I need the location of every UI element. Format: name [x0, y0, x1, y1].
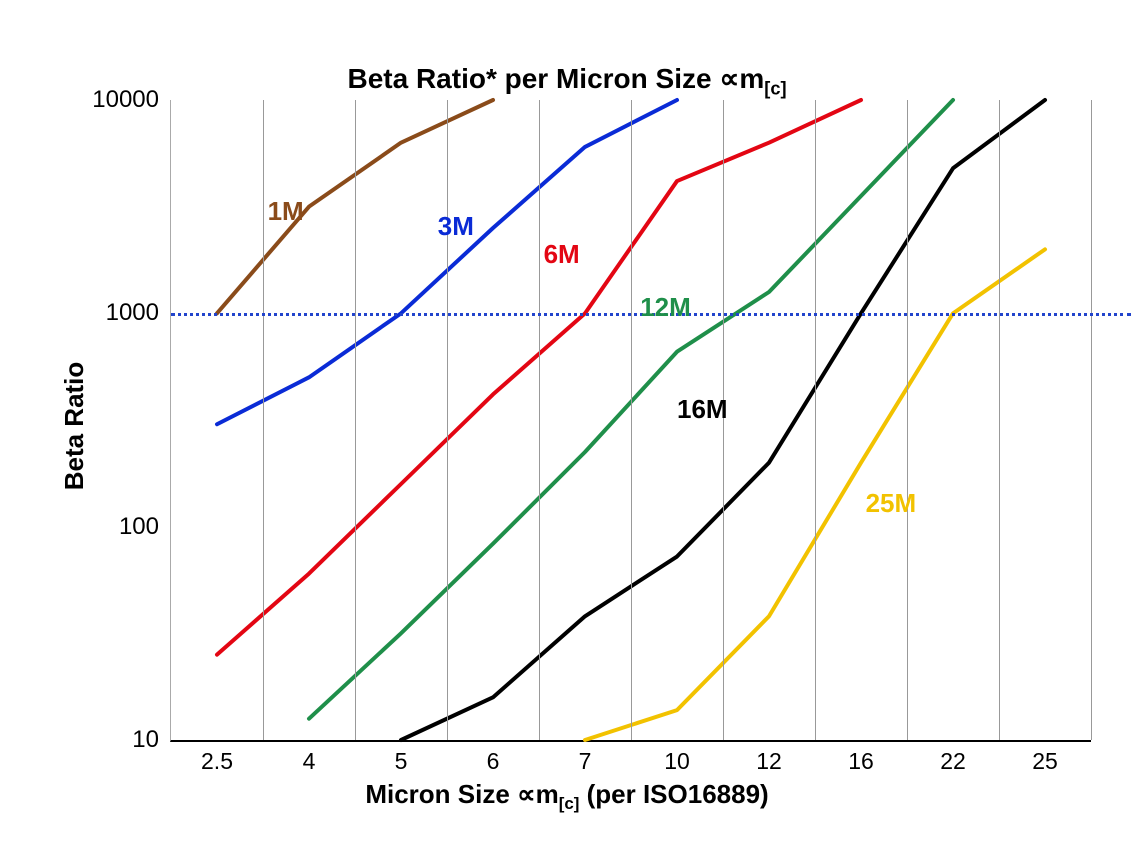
y-tick-label: 10: [132, 726, 171, 754]
x-tick-label: 22: [940, 740, 966, 775]
y-tick-label: 100: [119, 513, 171, 541]
x-tick-label: 7: [579, 740, 592, 775]
grid-vline: [999, 100, 1000, 740]
grid-vline: [539, 100, 540, 740]
x-tick-label: 25: [1032, 740, 1058, 775]
series-label: 3M: [438, 211, 474, 242]
series-label: 25M: [866, 488, 917, 519]
x-tick-label: 12: [756, 740, 782, 775]
xlabel-sub: [c]: [559, 794, 580, 813]
plot-area: 101001000100002.5456710121622251M3M6M12M…: [170, 100, 1091, 742]
grid-vline: [815, 100, 816, 740]
x-tick-label: 10: [664, 740, 690, 775]
grid-vline: [1091, 100, 1092, 740]
title-m: m: [739, 63, 764, 94]
series-label: 1M: [268, 196, 304, 227]
x-tick-label: 16: [848, 740, 874, 775]
grid-vline: [907, 100, 908, 740]
grid-vline: [447, 100, 448, 740]
y-tick-label: 10000: [92, 86, 171, 114]
x-tick-label: 6: [487, 740, 500, 775]
x-tick-label: 5: [395, 740, 408, 775]
x-tick-label: 2.5: [201, 740, 233, 775]
xlabel-m: m: [536, 779, 559, 809]
xlabel-prefix: Micron Size: [365, 779, 517, 809]
title-sub: [c]: [764, 79, 786, 99]
grid-vline: [355, 100, 356, 740]
series-label: 16M: [677, 394, 728, 425]
x-tick-label: 4: [303, 740, 316, 775]
xlabel-sym: ∝: [517, 779, 536, 809]
y-axis-label: Beta Ratio: [59, 362, 90, 491]
xlabel-suffix: (per ISO16889): [579, 779, 768, 809]
x-axis-label: Micron Size ∝m[c] (per ISO16889): [0, 779, 1134, 814]
chart-container: Beta Ratio* per Micron Size ∝m[c] Beta R…: [0, 0, 1134, 852]
grid-vline: [631, 100, 632, 740]
series-label: 6M: [544, 239, 580, 270]
title-prefix: Beta Ratio* per Micron Size: [347, 63, 719, 94]
series-label: 12M: [640, 292, 691, 323]
y-tick-label: 1000: [106, 299, 171, 327]
title-sym: ∝: [719, 63, 739, 94]
grid-vline: [263, 100, 264, 740]
